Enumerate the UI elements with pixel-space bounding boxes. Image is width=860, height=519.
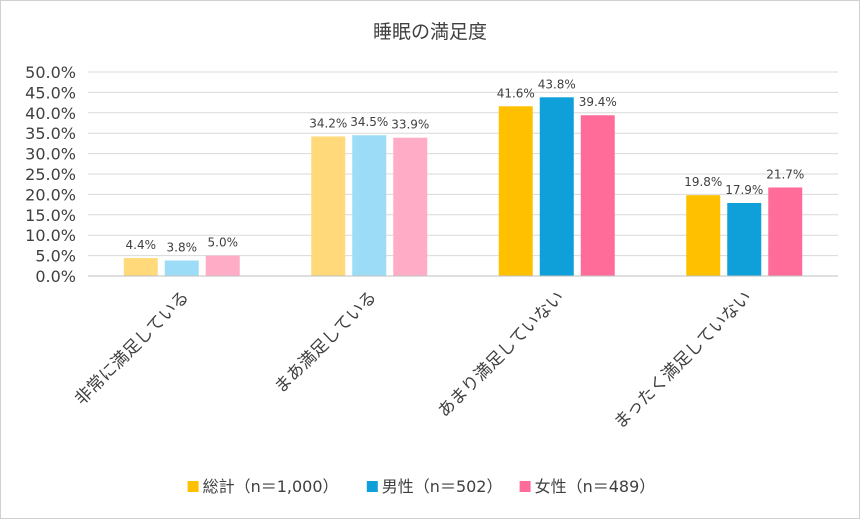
- bar: [123, 258, 158, 276]
- y-tick-label: 0.0%: [35, 267, 76, 286]
- chart-title: 睡眠の満足度: [373, 21, 487, 43]
- category-label: まったく満足していない: [610, 287, 756, 433]
- data-label: 34.2%: [309, 116, 347, 130]
- legend-label: 女性（n＝489）: [535, 477, 656, 496]
- gridlines: [88, 71, 838, 257]
- legend-swatch: [519, 481, 531, 492]
- bar: [580, 115, 615, 276]
- y-tick-label: 40.0%: [25, 104, 76, 123]
- data-label: 43.8%: [538, 77, 576, 91]
- y-axis-ticks: 0.0%5.0% 10.0%15.0% 20.0%25.0%30.0% 35.0%40…: [25, 63, 76, 286]
- bar: [311, 136, 346, 276]
- data-label: 17.9%: [725, 183, 763, 197]
- y-tick-label: 35.0%: [25, 124, 76, 143]
- data-label: 3.8%: [167, 240, 198, 254]
- bar: [164, 260, 199, 276]
- bars: [123, 97, 803, 277]
- bar: [393, 137, 428, 276]
- data-label: 39.4%: [579, 95, 617, 109]
- bar: [539, 97, 574, 277]
- category-label: まあ満足している: [271, 287, 381, 397]
- data-labels: 4.4% 3.8% 5.0% 34.2% 34.5% 33.9% 41.6%43.8%39.…: [126, 77, 805, 254]
- bar: [768, 187, 803, 276]
- legend-swatch: [187, 481, 199, 492]
- data-label: 34.5%: [350, 115, 388, 129]
- data-label: 4.4%: [126, 238, 157, 252]
- y-tick-label: 30.0%: [25, 145, 76, 164]
- legend: 総計（n＝1,000） 男性（n＝502） 女性（n＝489）: [187, 477, 656, 496]
- legend-label: 男性（n＝502）: [382, 477, 503, 496]
- data-label: 21.7%: [766, 167, 804, 181]
- bar: [352, 135, 387, 276]
- category-labels: 非常に満足している まあ満足している あまり満足していない まったく満足していない: [71, 287, 755, 433]
- y-tick-label: 10.0%: [25, 226, 76, 245]
- legend-swatch: [366, 481, 378, 492]
- y-tick-label: 45.0%: [25, 83, 76, 102]
- bar: [498, 106, 533, 276]
- y-tick-label: 5.0%: [35, 247, 76, 266]
- bar: [727, 202, 762, 276]
- bar: [205, 255, 240, 276]
- data-label: 33.9%: [391, 118, 429, 132]
- y-tick-label: 50.0%: [25, 63, 76, 82]
- category-label: 非常に満足している: [71, 287, 193, 409]
- legend-label: 総計（n＝1,000）: [203, 477, 339, 496]
- bar: [686, 195, 721, 276]
- data-label: 41.6%: [497, 86, 535, 100]
- y-tick-label: 25.0%: [25, 165, 76, 184]
- data-label: 5.0%: [208, 236, 239, 250]
- y-tick-label: 15.0%: [25, 206, 76, 225]
- category-label: あまり満足していない: [434, 287, 568, 421]
- y-tick-label: 20.0%: [25, 185, 76, 204]
- data-label: 19.8%: [684, 175, 722, 189]
